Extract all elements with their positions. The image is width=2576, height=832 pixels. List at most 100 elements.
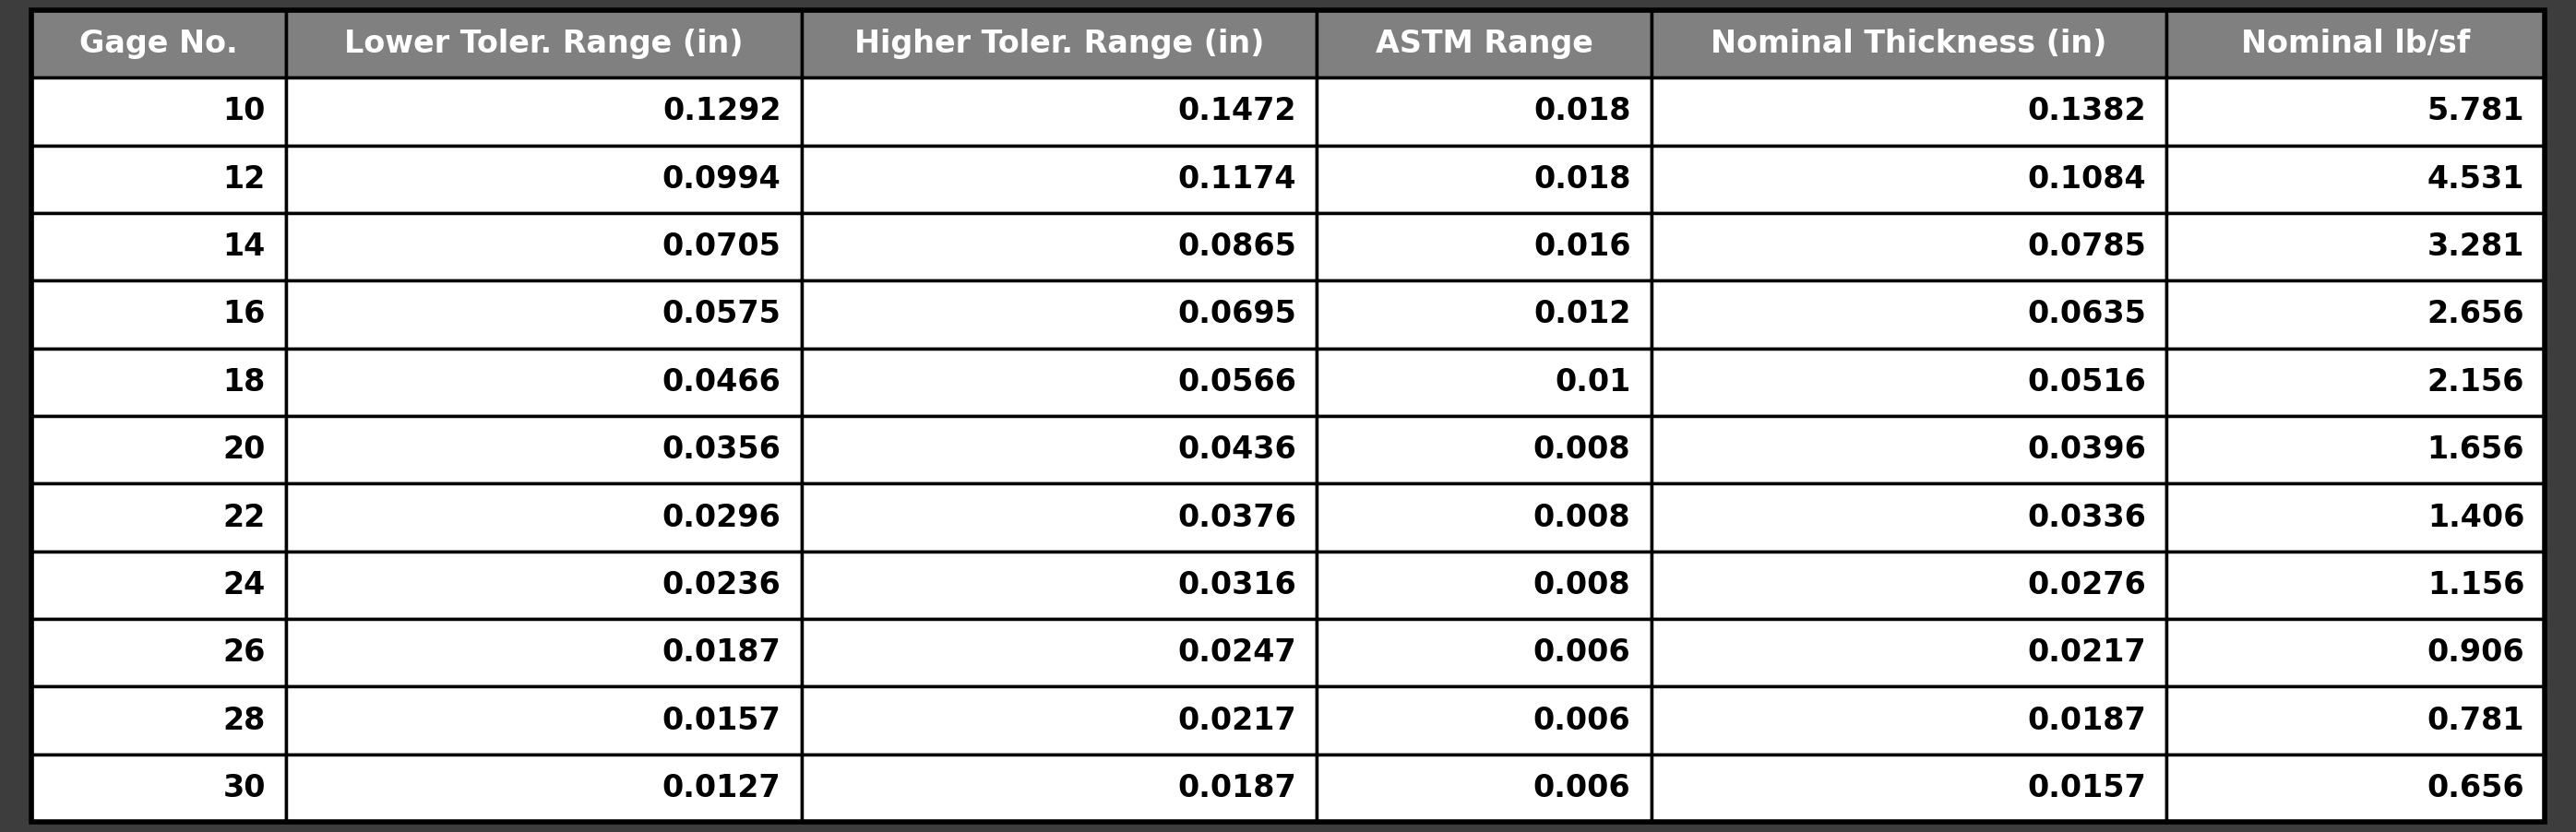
Text: 0.1084: 0.1084 xyxy=(2027,164,2146,195)
Bar xyxy=(2166,349,2545,416)
Bar xyxy=(31,146,286,213)
Text: Gage No.: Gage No. xyxy=(80,28,237,59)
Bar xyxy=(286,213,801,280)
Bar xyxy=(2166,416,2545,483)
Text: 0.0187: 0.0187 xyxy=(1177,773,1296,804)
Bar xyxy=(1651,213,2166,280)
Bar xyxy=(286,416,801,483)
Bar xyxy=(801,349,1316,416)
Text: 4.531: 4.531 xyxy=(2427,164,2524,195)
Bar xyxy=(31,755,286,822)
Text: 18: 18 xyxy=(222,367,265,398)
Text: 3.281: 3.281 xyxy=(2427,231,2524,262)
Bar xyxy=(801,10,1316,77)
Text: 0.008: 0.008 xyxy=(1533,503,1631,532)
Text: 0.018: 0.018 xyxy=(1533,97,1631,126)
Text: 0.0865: 0.0865 xyxy=(1177,231,1296,262)
Text: 0.0157: 0.0157 xyxy=(2027,773,2146,804)
Bar xyxy=(1316,77,1651,146)
Text: 0.0236: 0.0236 xyxy=(662,570,781,601)
Bar xyxy=(2166,146,2545,213)
Bar xyxy=(1651,146,2166,213)
Bar xyxy=(2166,10,2545,77)
Text: 0.006: 0.006 xyxy=(1533,706,1631,735)
Text: 0.1472: 0.1472 xyxy=(1177,97,1296,126)
Text: 0.008: 0.008 xyxy=(1533,434,1631,465)
Bar xyxy=(801,755,1316,822)
Text: 0.0316: 0.0316 xyxy=(1177,570,1296,601)
Text: 24: 24 xyxy=(222,570,265,601)
Text: 0.781: 0.781 xyxy=(2427,706,2524,735)
Text: 0.0635: 0.0635 xyxy=(2027,300,2146,329)
Bar xyxy=(31,552,286,619)
Text: 0.0376: 0.0376 xyxy=(1177,503,1296,532)
Text: Nominal lb/sf: Nominal lb/sf xyxy=(2241,28,2470,59)
Text: 0.1174: 0.1174 xyxy=(1177,164,1296,195)
Text: 14: 14 xyxy=(222,231,265,262)
Text: Lower Toler. Range (in): Lower Toler. Range (in) xyxy=(345,28,744,59)
Bar xyxy=(801,77,1316,146)
Text: 0.0127: 0.0127 xyxy=(662,773,781,804)
Text: 12: 12 xyxy=(222,164,265,195)
Text: 0.0336: 0.0336 xyxy=(2027,503,2146,532)
Bar xyxy=(1316,686,1651,755)
Bar xyxy=(2166,483,2545,552)
Text: ASTM Range: ASTM Range xyxy=(1376,28,1592,59)
Text: 2.156: 2.156 xyxy=(2427,367,2524,398)
Bar xyxy=(1316,10,1651,77)
Bar xyxy=(1316,755,1651,822)
Bar xyxy=(1651,483,2166,552)
Bar xyxy=(1316,349,1651,416)
Bar xyxy=(286,10,801,77)
Text: 1.406: 1.406 xyxy=(2427,503,2524,532)
Text: 0.0396: 0.0396 xyxy=(2027,434,2146,465)
Bar xyxy=(1651,77,2166,146)
Text: 0.0187: 0.0187 xyxy=(2027,706,2146,735)
Bar xyxy=(286,146,801,213)
Bar xyxy=(1651,552,2166,619)
Text: 26: 26 xyxy=(222,637,265,668)
Text: 0.0356: 0.0356 xyxy=(662,434,781,465)
Bar xyxy=(1316,483,1651,552)
Text: 0.0247: 0.0247 xyxy=(1177,637,1296,668)
Text: 0.0994: 0.0994 xyxy=(662,164,781,195)
Bar xyxy=(286,686,801,755)
Text: 0.0705: 0.0705 xyxy=(662,231,781,262)
Text: 0.1382: 0.1382 xyxy=(2027,97,2146,126)
Bar xyxy=(31,77,286,146)
Bar xyxy=(2166,686,2545,755)
Bar xyxy=(286,552,801,619)
Bar xyxy=(31,349,286,416)
Text: Nominal Thickness (in): Nominal Thickness (in) xyxy=(1710,28,2107,59)
Text: 28: 28 xyxy=(222,706,265,735)
Text: 0.0157: 0.0157 xyxy=(662,706,781,735)
Bar xyxy=(31,483,286,552)
Bar xyxy=(1651,686,2166,755)
Text: 0.0785: 0.0785 xyxy=(2027,231,2146,262)
Bar xyxy=(31,619,286,686)
Bar xyxy=(286,349,801,416)
Text: 0.018: 0.018 xyxy=(1533,164,1631,195)
Bar xyxy=(2166,213,2545,280)
Text: 0.0516: 0.0516 xyxy=(2027,367,2146,398)
Text: 0.0566: 0.0566 xyxy=(1177,367,1296,398)
Text: 16: 16 xyxy=(222,300,265,329)
Bar xyxy=(31,686,286,755)
Bar xyxy=(1651,280,2166,349)
Text: 0.0695: 0.0695 xyxy=(1177,300,1296,329)
Text: 0.0187: 0.0187 xyxy=(662,637,781,668)
Bar xyxy=(1316,280,1651,349)
Text: 0.0217: 0.0217 xyxy=(1177,706,1296,735)
Bar xyxy=(801,213,1316,280)
Text: 0.0436: 0.0436 xyxy=(1177,434,1296,465)
Bar xyxy=(31,280,286,349)
Text: 0.0575: 0.0575 xyxy=(662,300,781,329)
Text: 2.656: 2.656 xyxy=(2427,300,2524,329)
Bar xyxy=(286,619,801,686)
Bar xyxy=(1316,146,1651,213)
Text: 0.0276: 0.0276 xyxy=(2027,570,2146,601)
Text: 0.906: 0.906 xyxy=(2427,637,2524,668)
Text: 0.012: 0.012 xyxy=(1533,300,1631,329)
Bar xyxy=(1651,10,2166,77)
Bar xyxy=(2166,77,2545,146)
